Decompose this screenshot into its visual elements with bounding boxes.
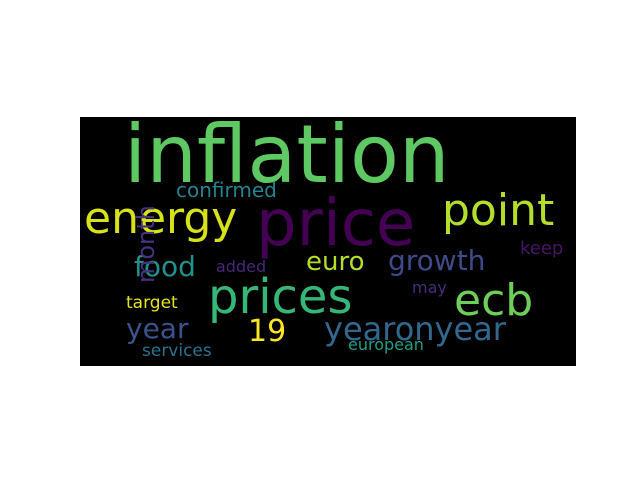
word-prices: prices [208, 269, 353, 325]
word-energy: energy [84, 193, 238, 244]
word-month: month [132, 205, 160, 283]
word-19: 19 [248, 314, 287, 349]
word-ecb: ecb [454, 275, 534, 326]
word-may: may [412, 278, 447, 297]
word-price: price [256, 187, 416, 261]
word-confirmed: confirmed [176, 178, 277, 202]
word-target: target [126, 293, 178, 313]
word-year: year [126, 312, 189, 345]
word-added: added [216, 257, 267, 276]
word-growth: growth [388, 244, 486, 277]
word-inflation: inflation [124, 117, 450, 201]
word-yearonyear: yearonyear [324, 310, 506, 348]
word-keep: keep [520, 238, 564, 259]
word-euro: euro [306, 247, 365, 277]
word-services: services [142, 341, 212, 361]
word-point: point [442, 185, 555, 236]
word-european: european [348, 335, 424, 354]
word-cloud: inflation price energy point prices ecb … [80, 117, 576, 366]
word-food: food [134, 250, 196, 283]
